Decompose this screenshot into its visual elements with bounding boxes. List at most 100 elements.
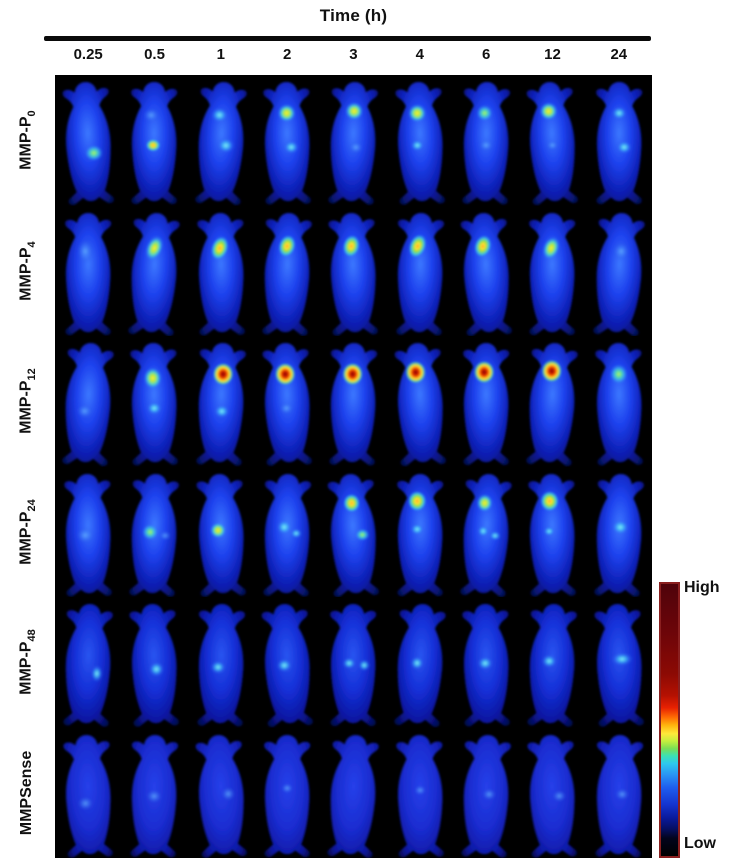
time-axis-rule (44, 36, 651, 41)
mouse-fluorescence-image (121, 727, 188, 858)
mouse-fluorescence-image (55, 597, 122, 728)
mouse-fluorescence-image (320, 466, 387, 597)
mouse-body-silhouette (329, 343, 378, 466)
mouse-fluorescence-image (55, 75, 122, 206)
mouse-fluorescence-image (121, 336, 188, 467)
row-label: MMP-P4 (17, 241, 38, 301)
mouse-fluorescence-image (386, 597, 453, 728)
mouse-body-silhouette (594, 473, 644, 597)
mouse-fluorescence-image (453, 205, 520, 336)
mouse-body-silhouette (62, 82, 114, 206)
mouse-fluorescence-image (519, 597, 586, 728)
mouse-fluorescence-image (585, 466, 652, 597)
mouse-body-silhouette (196, 343, 246, 466)
mouse-fluorescence-image (187, 597, 254, 728)
mouse-fluorescence-image (55, 727, 122, 858)
mouse-fluorescence-image (55, 466, 122, 597)
mouse-fluorescence-image (254, 466, 321, 597)
mouse-fluorescence-image (519, 466, 586, 597)
mouse-fluorescence-image (453, 727, 520, 858)
mouse-fluorescence-image (254, 727, 321, 858)
row-label-column: MMP-P0 MMP-P4 MMP-P12 MMP-P24 MMP-P48 MMPSens… (0, 75, 55, 858)
mouse-fluorescence-image (121, 75, 188, 206)
row-label: MMP-P12 (17, 368, 38, 435)
mouse-body-silhouette (529, 212, 576, 335)
mouse-fluorescence-image (585, 336, 652, 467)
mouse-fluorescence-image (254, 75, 321, 206)
mouse-body-silhouette (196, 212, 245, 335)
mouse-fluorescence-image (585, 727, 652, 858)
time-tick-label: 6 (481, 46, 491, 63)
time-axis-title: Time (h) (319, 6, 388, 25)
mouse-fluorescence-image (585, 597, 652, 728)
mouse-fluorescence-image (453, 336, 520, 467)
mouse-body-silhouette (394, 343, 446, 467)
mouse-fluorescence-image (254, 336, 321, 467)
time-tick-label: 1 (216, 46, 225, 63)
mouse-fluorescence-image (519, 336, 586, 467)
mouse-fluorescence-image (320, 75, 387, 206)
mouse-body-silhouette (527, 734, 578, 858)
mouse-body-silhouette (62, 343, 114, 467)
mouse-fluorescence-image (386, 205, 453, 336)
mouse-body-silhouette (328, 212, 379, 336)
mouse-body-silhouette (327, 473, 380, 597)
mouse-body-silhouette (264, 734, 311, 857)
row-label: MMP-P0 (17, 110, 38, 170)
mouse-fluorescence-image (519, 727, 586, 858)
colorbar-low-label: Low (684, 835, 716, 852)
mouse-image-grid (55, 75, 652, 858)
time-tick-label: 12 (544, 46, 561, 63)
mouse-fluorescence-image (386, 336, 453, 467)
mouse-body-silhouette (327, 734, 380, 858)
mouse-fluorescence-image (386, 466, 453, 597)
mouse-body-silhouette (526, 343, 579, 467)
mouse-body-silhouette (396, 473, 443, 596)
mouse-fluorescence-image (187, 205, 254, 336)
mouse-body-silhouette (63, 604, 113, 727)
time-tick-row: 0.25 0.5 1 2 3 4 6 12 24 (55, 46, 652, 63)
mouse-fluorescence-image (386, 727, 453, 858)
mouse-fluorescence-image (386, 75, 453, 206)
time-tick-label: 2 (282, 46, 292, 63)
time-tick-label: 0.25 (73, 46, 103, 63)
mouse-body-silhouette (195, 734, 247, 858)
mouse-fluorescence-image (187, 466, 254, 597)
mouse-fluorescence-image (453, 75, 520, 206)
mouse-fluorescence-image (320, 727, 387, 858)
mouse-body-silhouette (263, 473, 312, 596)
mouse-fluorescence-image (585, 75, 652, 206)
mouse-fluorescence-image (320, 597, 387, 728)
mouse-body-silhouette (395, 734, 444, 857)
mouse-fluorescence-image (320, 336, 387, 467)
mouse-fluorescence-image (187, 336, 254, 467)
time-tick-label: 0.5 (144, 46, 165, 63)
mouse-fluorescence-image (254, 597, 321, 728)
mouse-fluorescence-image (55, 205, 122, 336)
row-label: MMP-P48 (17, 629, 38, 696)
mouse-body-silhouette (460, 212, 512, 336)
mouse-body-silhouette (63, 734, 113, 858)
mouse-fluorescence-image (585, 205, 652, 336)
mouse-body-silhouette (262, 212, 312, 336)
colorbar-high-label: High (684, 579, 720, 596)
mouse-fluorescence-image (519, 75, 586, 206)
time-tick-label: 24 (610, 46, 628, 63)
mouse-fluorescence-image (453, 466, 520, 597)
mouse-fluorescence-image (320, 205, 387, 336)
row-label: MMPSense (18, 750, 36, 835)
mouse-fluorescence-image (121, 466, 188, 597)
mouse-fluorescence-image (519, 205, 586, 336)
time-tick-label: 4 (415, 46, 424, 63)
mouse-body-silhouette (594, 343, 643, 466)
mouse-fluorescence-image (254, 205, 321, 336)
mouse-fluorescence-image (121, 205, 188, 336)
mouse-fluorescence-image (55, 336, 122, 467)
colorbar (659, 582, 680, 858)
mouse-fluorescence-image (187, 75, 254, 206)
time-tick-label: 3 (349, 46, 358, 63)
mouse-fluorescence-image (187, 727, 254, 858)
mouse-fluorescence-image (453, 597, 520, 728)
row-label: MMP-P24 (17, 498, 38, 565)
